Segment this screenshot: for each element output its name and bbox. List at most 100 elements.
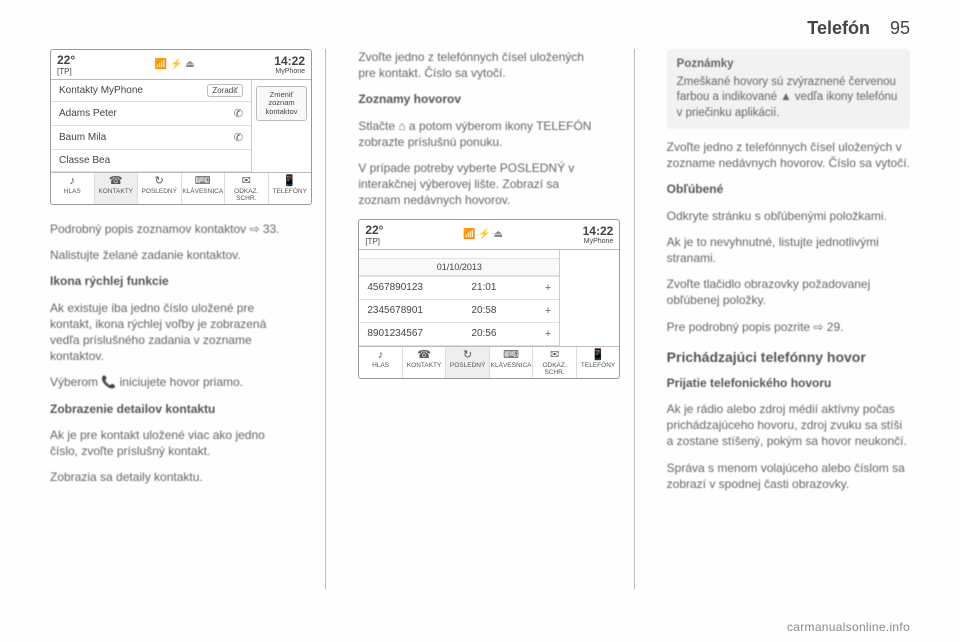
contacts-icon: ☎ [417,350,431,361]
tab-posledny[interactable]: ↻POSLEDNÝ [138,173,182,204]
tab-odkaz[interactable]: ✉ODKAZ. SCHR. [533,347,577,378]
phone-icon[interactable]: ✆ [234,131,243,144]
call-time: 20:56 [471,328,496,339]
clock: 14:22 [274,54,305,68]
subheading: Prijatie telefonického hovoru [667,375,910,391]
call-number: 2345678901 [367,305,423,316]
content-columns: 22° [TP] 📶 ⚡ ⏏ 14:22 MyPhone Kontakty My… [50,49,910,589]
column-2: Zvoľte jedno z telefónnych čísel uložený… [358,49,601,589]
header-title: Telefón [807,18,870,39]
keypad-icon: ⌨ [195,176,211,187]
call-number: 8901234567 [367,328,423,339]
call-row[interactable]: 8901234567 20:56 + [359,323,559,346]
section-heading: Prichádzajúci telefónny hovor [667,349,910,365]
contact-row[interactable]: Adams Peter ✆ [51,102,251,126]
call-number: 4567890123 [367,282,423,293]
contact-row[interactable]: Classe Bea [51,150,251,172]
contact-name: Adams Peter [59,108,117,119]
tp-indicator: [TP] [57,67,75,76]
note-icon: ♪ [70,176,76,187]
device-topbar: 22° [TP] 📶 ⚡ ⏏ 14:22 MyPhone [359,220,619,250]
body-text: Správa s menom volajúceho alebo číslom s… [667,460,910,492]
body-text: Zobrazia sa detaily kontaktu. [50,469,293,485]
call-row[interactable]: 2345678901 20:58 + [359,300,559,323]
column-divider [634,49,635,589]
contacts-icon: ☎ [109,176,123,187]
phones-icon: 📱 [591,350,605,361]
body-text: Zvoľte jedno z telefónnych čísel uložený… [358,49,601,81]
body-text: Výberom 📞 iniciujete hovor priamo. [50,374,293,390]
infotainment-recentcalls-screenshot: 22° [TP] 📶 ⚡ ⏏ 14:22 MyPhone 01/10/2013 [358,219,620,379]
tab-kontakty[interactable]: ☎KONTAKTY [95,173,139,204]
recent-icon: ↻ [463,350,472,361]
call-time: 20:58 [471,305,496,316]
contacts-title-text: Kontakty MyPhone [59,85,143,96]
topbar-icons: 📶 ⚡ ⏏ [155,59,195,70]
body-text: Odkryte stránku s obľúbenými položkami. [667,208,910,224]
add-icon[interactable]: + [545,305,551,317]
body-text: Pre podrobný popis pozrite ⇨ 29. [667,319,910,335]
temp-readout: 22° [365,223,383,237]
subheading: Zoznamy hovorov [358,91,601,107]
tab-telefony[interactable]: 📱TELEFÓNY [269,173,312,204]
tab-hlas[interactable]: ♪HLAS [51,173,95,204]
body-text: Zvoľte jedno z telefónnych čísel uložený… [667,139,910,171]
subheading: Obľúbené [667,181,910,197]
tab-odkaz[interactable]: ✉ODKAZ. SCHR. [225,173,269,204]
tab-hlas[interactable]: ♪HLAS [359,347,403,378]
tab-posledny[interactable]: ↻POSLEDNÝ [446,347,490,378]
source-label: MyPhone [583,238,614,245]
add-icon[interactable]: + [545,282,551,294]
device-side-panel [559,250,619,346]
contacts-list: Adams Peter ✆ Baum Mila ✆ Classe Bea [51,101,251,172]
body-text: Ak existuje iba jedno číslo uložené pre … [50,300,293,365]
tab-telefony[interactable]: 📱TELEFÓNY [577,347,620,378]
body-text: Ak je to nevyhnutné, listujte jednotlivý… [667,234,910,266]
calls-date-header: 01/10/2013 [359,258,559,276]
temp-readout: 22° [57,53,75,67]
subheading: Zobrazenie detailov kontaktu [50,401,293,417]
body-text: Ak je pre kontakt uložené viac ako jedno… [50,427,293,459]
add-icon[interactable]: + [545,328,551,340]
voicemail-icon: ✉ [242,176,251,187]
note-box: Poznámky Zmeškané hovory sú zvýraznené č… [667,49,910,129]
note-icon: ♪ [378,350,384,361]
note-title: Poznámky [677,57,900,73]
column-3: Poznámky Zmeškané hovory sú zvýraznené č… [667,49,910,589]
recent-icon: ↻ [155,176,164,187]
contact-row[interactable]: Baum Mila ✆ [51,126,251,150]
body-text: V prípade potreby vyberte POSLEDNÝ v int… [358,160,601,209]
sort-button[interactable]: Zoradiť [207,84,243,97]
tab-klavesnica[interactable]: ⌨KLÁVESNICA [490,347,534,378]
header-page-number: 95 [890,18,910,39]
column-divider [325,49,326,589]
device-topbar: 22° [TP] 📶 ⚡ ⏏ 14:22 MyPhone [51,50,311,80]
contact-name: Baum Mila [59,132,106,143]
call-row[interactable]: 4567890123 21:01 + [359,277,559,300]
device-bottombar: ♪HLAS ☎KONTAKTY ↻POSLEDNÝ ⌨KLÁVESNICA ✉O… [359,346,619,378]
call-time: 21:01 [471,282,496,293]
device-side-panel: Zmeniť zoznam kontaktov [251,80,311,172]
phone-icon[interactable]: ✆ [234,107,243,120]
footer-watermark: carmanualsonline.info [787,620,910,634]
body-text: Stlačte ⌂ a potom výberom ikony TELEFÓN … [358,118,601,150]
manual-page: Telefón 95 22° [TP] 📶 ⚡ ⏏ 14:22 MyPhone [0,0,960,642]
change-contact-list-button[interactable]: Zmeniť zoznam kontaktov [256,86,307,121]
recent-calls-list: 4567890123 21:01 + 2345678901 20:58 + 89… [359,276,559,346]
tab-klavesnica[interactable]: ⌨KLÁVESNICA [182,173,226,204]
body-text: Nalistujte želané zadanie kontaktov. [50,247,293,263]
note-body: Zmeškané hovory sú zvýraznené červenou f… [677,76,898,119]
device-bottombar: ♪HLAS ☎KONTAKTY ↻POSLEDNÝ ⌨KLÁVESNICA ✉O… [51,172,311,204]
keypad-icon: ⌨ [503,350,519,361]
contact-name: Classe Bea [59,155,110,166]
clock: 14:22 [583,224,614,238]
column-1: 22° [TP] 📶 ⚡ ⏏ 14:22 MyPhone Kontakty My… [50,49,293,589]
tab-kontakty[interactable]: ☎KONTAKTY [403,347,447,378]
contacts-list-title: Kontakty MyPhone Zoradiť [51,80,251,101]
tp-indicator: [TP] [365,237,383,246]
body-text: Ak je rádio alebo zdroj médií aktívny po… [667,401,910,450]
subheading: Ikona rýchlej funkcie [50,273,293,289]
source-label: MyPhone [274,68,305,75]
body-text: Podrobný popis zoznamov kontaktov ⇨ 33. [50,221,293,237]
voicemail-icon: ✉ [550,350,559,361]
